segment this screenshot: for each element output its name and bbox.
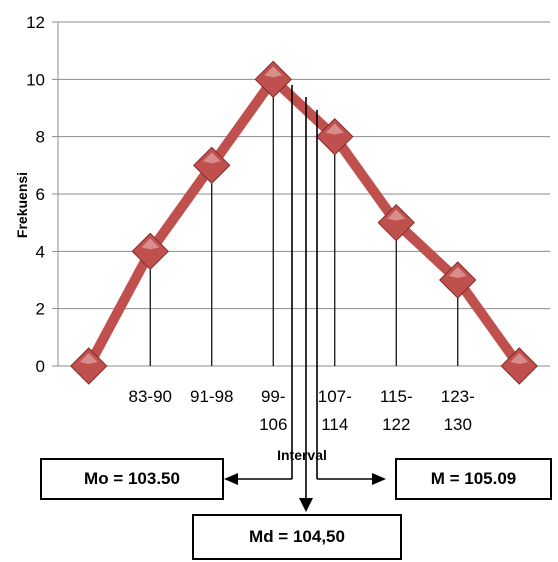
y-tick-label: 10 (26, 70, 45, 89)
data-point-highlight (79, 353, 98, 364)
x-tick-label: 99- (261, 387, 286, 406)
x-tick-label: 115- (380, 387, 413, 406)
data-point-highlight (448, 267, 467, 278)
data-point (439, 261, 477, 299)
x-tick-label: 106 (259, 415, 287, 434)
y-tick-label: 6 (36, 185, 45, 204)
series-line (83, 74, 525, 371)
x-tick-label: 91-98 (190, 387, 233, 406)
x-tick-label: 83-90 (129, 387, 172, 406)
data-point (316, 117, 354, 156)
data-point (193, 146, 231, 185)
mean-arrowhead (372, 473, 386, 485)
x-tick-label: 123- (441, 387, 475, 406)
mode-box: Mo = 103.50 (40, 458, 224, 500)
data-point (254, 60, 292, 99)
data-point-highlight (202, 152, 221, 164)
y-tick-label: 0 (36, 357, 45, 376)
x-tick-label: 130 (444, 415, 472, 434)
y-axis-title: Frekuensi (14, 172, 30, 238)
data-point (70, 347, 108, 385)
median-box: Md = 104,50 (192, 514, 402, 560)
x-tick-label: 122 (382, 415, 410, 434)
mode-arrowhead (224, 473, 238, 485)
data-point (377, 203, 415, 242)
median-arrowhead (299, 498, 313, 512)
mean-box: M = 105.09 (395, 458, 552, 500)
data-point-highlight (141, 238, 160, 250)
data-point (500, 347, 538, 385)
y-tick-label: 8 (36, 128, 45, 147)
data-point-highlight (264, 66, 283, 78)
x-tick-label: 107- (318, 387, 352, 406)
data-point (131, 232, 169, 271)
y-tick-label: 12 (26, 13, 45, 32)
x-axis-title: Interval (277, 447, 327, 463)
y-tick-label: 2 (36, 300, 45, 319)
data-point-highlight (325, 123, 344, 135)
x-tick-label: 114 (321, 415, 348, 434)
y-tick-label: 4 (36, 242, 45, 261)
data-point-highlight (387, 209, 406, 221)
data-point-highlight (510, 353, 529, 364)
